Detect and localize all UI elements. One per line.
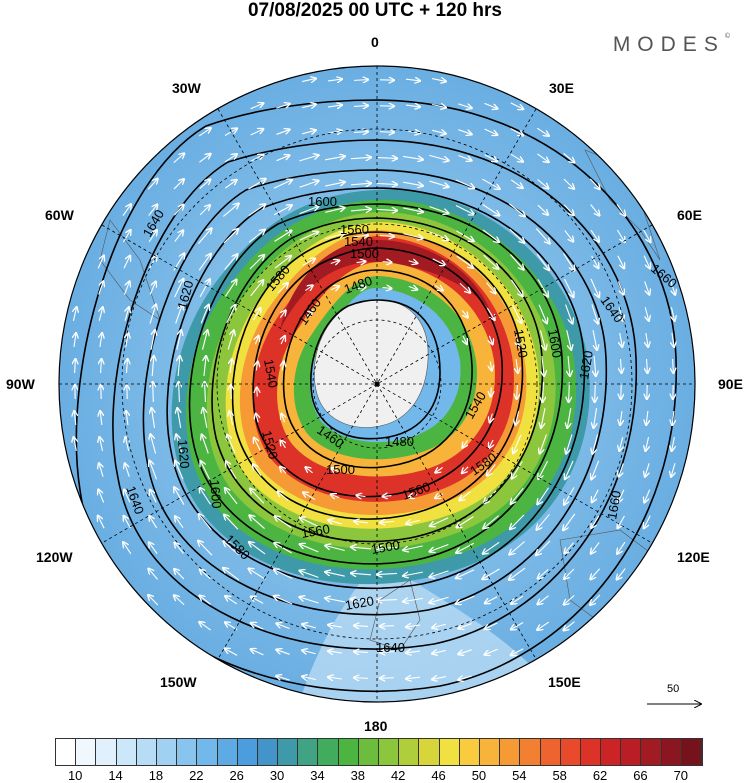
colorbar-cell (278, 739, 298, 765)
colorbar-tick-label: 66 (628, 768, 652, 783)
colorbar-tick-label: 10 (63, 768, 87, 783)
vector-reference: 50 (645, 683, 705, 713)
contour-label: 1500 (326, 462, 355, 477)
lon-label-150w: 150W (160, 674, 197, 690)
colorbar-cell (56, 739, 76, 765)
colorbar-cell (76, 739, 96, 765)
wind-arrow (595, 382, 596, 402)
colorbar-tick-label: 54 (507, 768, 531, 783)
colorbar-tick-label: 34 (305, 768, 329, 783)
colorbar-cell (621, 739, 641, 765)
colorbar-cell (541, 739, 561, 765)
colorbar-cell (662, 739, 682, 765)
colorbar-cell (258, 739, 278, 765)
colorbar-cell (480, 739, 500, 765)
colorbar-cell (137, 739, 157, 765)
colorbar-cell (682, 739, 702, 765)
colorbar-cell (399, 739, 419, 765)
contour-label: 1600 (207, 479, 224, 509)
lon-label-30w: 30W (172, 80, 201, 96)
south-pole-dot (375, 382, 380, 387)
colorbar-cell (581, 739, 601, 765)
wind-arrow (257, 388, 258, 397)
colorbar-cell (177, 739, 197, 765)
colorbar-tick-label: 70 (669, 768, 693, 783)
contour-label: 1640 (376, 640, 405, 655)
colorbar-cell (117, 739, 137, 765)
colorbar-cell (379, 739, 399, 765)
colorbar-cell (561, 739, 581, 765)
wind-arrow (383, 262, 392, 263)
lon-label-90w: 90W (6, 376, 35, 392)
wind-arrow (380, 106, 394, 107)
wind-arrow (354, 80, 368, 81)
colorbar-cell (238, 739, 258, 765)
wind-arrow (153, 382, 154, 402)
lon-label-60w: 60W (45, 207, 74, 223)
colorbar-cell (601, 739, 621, 765)
colorbar-tick-label: 18 (144, 768, 168, 783)
wind-arrow (380, 132, 394, 133)
wind-arrow (380, 626, 394, 627)
colorbar-cell (218, 739, 238, 765)
colorbar-cell (500, 739, 520, 765)
lon-label-120w: 120W (36, 549, 73, 565)
contour-label: 1600 (308, 194, 337, 209)
colorbar-tick-label: 42 (386, 768, 410, 783)
colorbar-cell (318, 739, 338, 765)
lon-label-90e: 90E (718, 376, 743, 392)
colorbar-cell (419, 739, 439, 765)
lon-label-60e: 60E (677, 207, 702, 223)
colorbar-cell (339, 739, 359, 765)
wind-arrow (231, 385, 232, 399)
colorbar-tick-label: 50 (467, 768, 491, 783)
colorbar-cell (460, 739, 480, 765)
colorbar-cell (641, 739, 661, 765)
wind-arrow (491, 388, 492, 397)
lon-label-180: 180 (364, 718, 387, 734)
colorbar-cells (55, 738, 703, 766)
colorbar-cell (157, 739, 177, 765)
contour-label: 1560 (340, 222, 369, 237)
colorbar-cell (298, 739, 318, 765)
vector-reference-arrow (645, 683, 705, 713)
lon-label-150e: 150E (548, 674, 581, 690)
colorbar-tick-label: 38 (346, 768, 370, 783)
colorbar-tick-label: 46 (427, 768, 451, 783)
lon-label-30e: 30E (549, 80, 574, 96)
colorbar-tick-label: 22 (184, 768, 208, 783)
colorbar-tick-label: 26 (225, 768, 249, 783)
colorbar-cell (96, 739, 116, 765)
colorbar-tick-label: 30 (265, 768, 289, 783)
wind-arrow (354, 678, 368, 679)
lon-label-120e: 120E (677, 549, 710, 565)
colorbar-cell (520, 739, 540, 765)
colorbar-cell (359, 739, 379, 765)
colorbar-cell (440, 739, 460, 765)
colorbar-tick-label: 62 (588, 768, 612, 783)
colorbar-cell (197, 739, 217, 765)
colorbar-tick-label: 14 (104, 768, 128, 783)
map-field (59, 66, 720, 720)
contour-label: 1480 (385, 434, 414, 449)
contour-label: 1620 (175, 439, 192, 469)
colorbar-tick-label: 58 (548, 768, 572, 783)
lon-label-0: 0 (371, 34, 379, 50)
